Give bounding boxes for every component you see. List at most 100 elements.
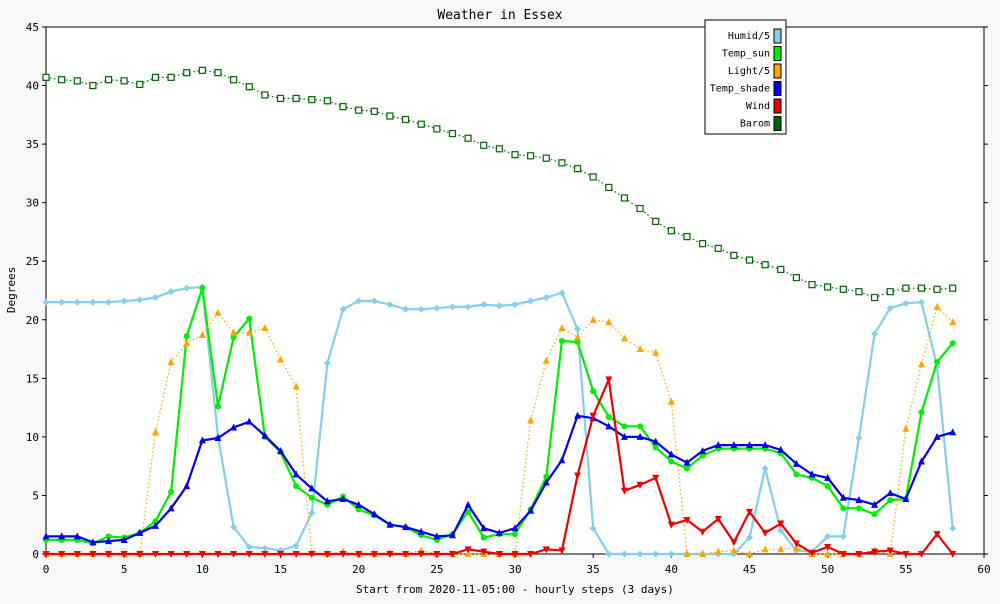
barom-point bbox=[214, 69, 222, 77]
temp-shade-point bbox=[292, 470, 300, 478]
x-tick-label: 5 bbox=[121, 563, 128, 576]
wind-point bbox=[730, 539, 738, 547]
temp-shade-point bbox=[308, 484, 316, 492]
barom-point bbox=[73, 77, 81, 85]
temp-shade-point bbox=[495, 528, 503, 536]
legend-swatch-barom bbox=[773, 116, 782, 131]
wind-point bbox=[542, 546, 550, 554]
y-tick-label: 40 bbox=[26, 80, 39, 93]
y-tick-label: 15 bbox=[26, 372, 39, 385]
humid-5-point bbox=[386, 301, 394, 309]
barom-point bbox=[605, 183, 613, 192]
y-axis-label: Degrees bbox=[5, 267, 18, 313]
light-5-point bbox=[761, 545, 769, 553]
light-5-point bbox=[667, 397, 675, 405]
barom-point bbox=[730, 251, 738, 259]
x-tick-label: 55 bbox=[899, 563, 912, 576]
light-5-point bbox=[542, 356, 550, 364]
wind-point bbox=[511, 551, 519, 558]
humid-5-point bbox=[589, 524, 597, 532]
temp-sun-point bbox=[871, 511, 878, 518]
barom-point bbox=[495, 145, 503, 153]
barom-point bbox=[917, 284, 926, 292]
humid-5-point bbox=[105, 298, 113, 306]
barom-point bbox=[949, 284, 957, 292]
barom-point bbox=[652, 217, 660, 226]
light-5-point bbox=[949, 318, 957, 326]
y-tick-label: 20 bbox=[26, 314, 39, 327]
barom-point bbox=[401, 115, 410, 124]
wind-point bbox=[417, 551, 425, 558]
humid-5-point bbox=[42, 298, 50, 306]
barom-point bbox=[902, 284, 910, 292]
chart-title: Weather in Essex bbox=[437, 8, 562, 23]
light-5-point bbox=[620, 334, 628, 342]
temp-shade-point bbox=[542, 478, 550, 486]
barom-point bbox=[308, 96, 316, 104]
light-5-point bbox=[917, 360, 925, 368]
humid-5-point bbox=[558, 289, 566, 297]
humid-5-point bbox=[464, 303, 472, 311]
y-tick-label: 5 bbox=[32, 489, 39, 502]
humid-5-point bbox=[370, 297, 378, 305]
temp-sun-point bbox=[855, 505, 862, 512]
y-tick-label: 45 bbox=[26, 21, 39, 34]
barom-point bbox=[104, 76, 113, 84]
temp-shade-point bbox=[855, 496, 863, 504]
temp-shade-point bbox=[558, 456, 566, 464]
barom-point bbox=[276, 94, 285, 103]
barom-point bbox=[261, 91, 269, 99]
temp-shade-point bbox=[667, 450, 675, 458]
wind-point bbox=[277, 551, 284, 558]
temp-shade-point bbox=[151, 521, 159, 529]
wind-point bbox=[746, 508, 753, 516]
wind-point bbox=[667, 521, 675, 529]
wind-point bbox=[464, 546, 472, 554]
temp-shade-point bbox=[167, 504, 175, 512]
temp-sun-point bbox=[558, 337, 565, 344]
temp-sun-point bbox=[918, 409, 925, 416]
wind-point bbox=[620, 487, 628, 495]
temp-sun-point bbox=[590, 388, 597, 395]
temp-sun-point bbox=[621, 423, 628, 430]
barom-point bbox=[323, 97, 331, 105]
barom-point bbox=[417, 120, 425, 128]
temp-shade-point bbox=[792, 459, 800, 467]
wind-point bbox=[871, 548, 879, 556]
humid-5-point bbox=[871, 330, 879, 338]
temp-shade-point bbox=[652, 437, 660, 445]
legend-label-barom: Barom bbox=[740, 119, 770, 130]
light-5-point bbox=[574, 333, 582, 341]
humid-5-point bbox=[839, 532, 847, 540]
temp-sun-point bbox=[887, 497, 894, 504]
humid-5-point bbox=[636, 550, 644, 558]
light-5-point bbox=[198, 331, 206, 339]
temp-shade-point bbox=[714, 441, 722, 449]
barom-point bbox=[355, 106, 363, 114]
light-5-point bbox=[636, 345, 644, 353]
x-tick-label: 50 bbox=[821, 563, 834, 576]
light-5-point bbox=[683, 550, 691, 557]
wind-point bbox=[589, 412, 597, 420]
temp-shade-point bbox=[198, 436, 206, 444]
temp-sun-point bbox=[605, 413, 612, 420]
temp-shade-point bbox=[808, 470, 816, 478]
temp-shade-point bbox=[214, 434, 222, 442]
barom-point bbox=[480, 141, 488, 149]
light-5-point bbox=[292, 382, 300, 390]
temp-shade-point bbox=[839, 493, 847, 501]
series-wind bbox=[42, 375, 957, 558]
humid-5-point bbox=[73, 298, 81, 306]
temp-sun-point bbox=[668, 458, 675, 465]
y-tick-label: 35 bbox=[26, 138, 39, 151]
wind-point bbox=[308, 551, 316, 558]
light-5-point bbox=[792, 544, 800, 552]
light-5-point bbox=[824, 550, 832, 557]
x-tick-label: 30 bbox=[508, 563, 521, 576]
temp-shade-point bbox=[339, 494, 347, 502]
barom-point bbox=[714, 244, 722, 252]
temp-shade-point bbox=[480, 524, 488, 532]
barom-point bbox=[511, 151, 519, 159]
barom-point bbox=[573, 165, 582, 173]
